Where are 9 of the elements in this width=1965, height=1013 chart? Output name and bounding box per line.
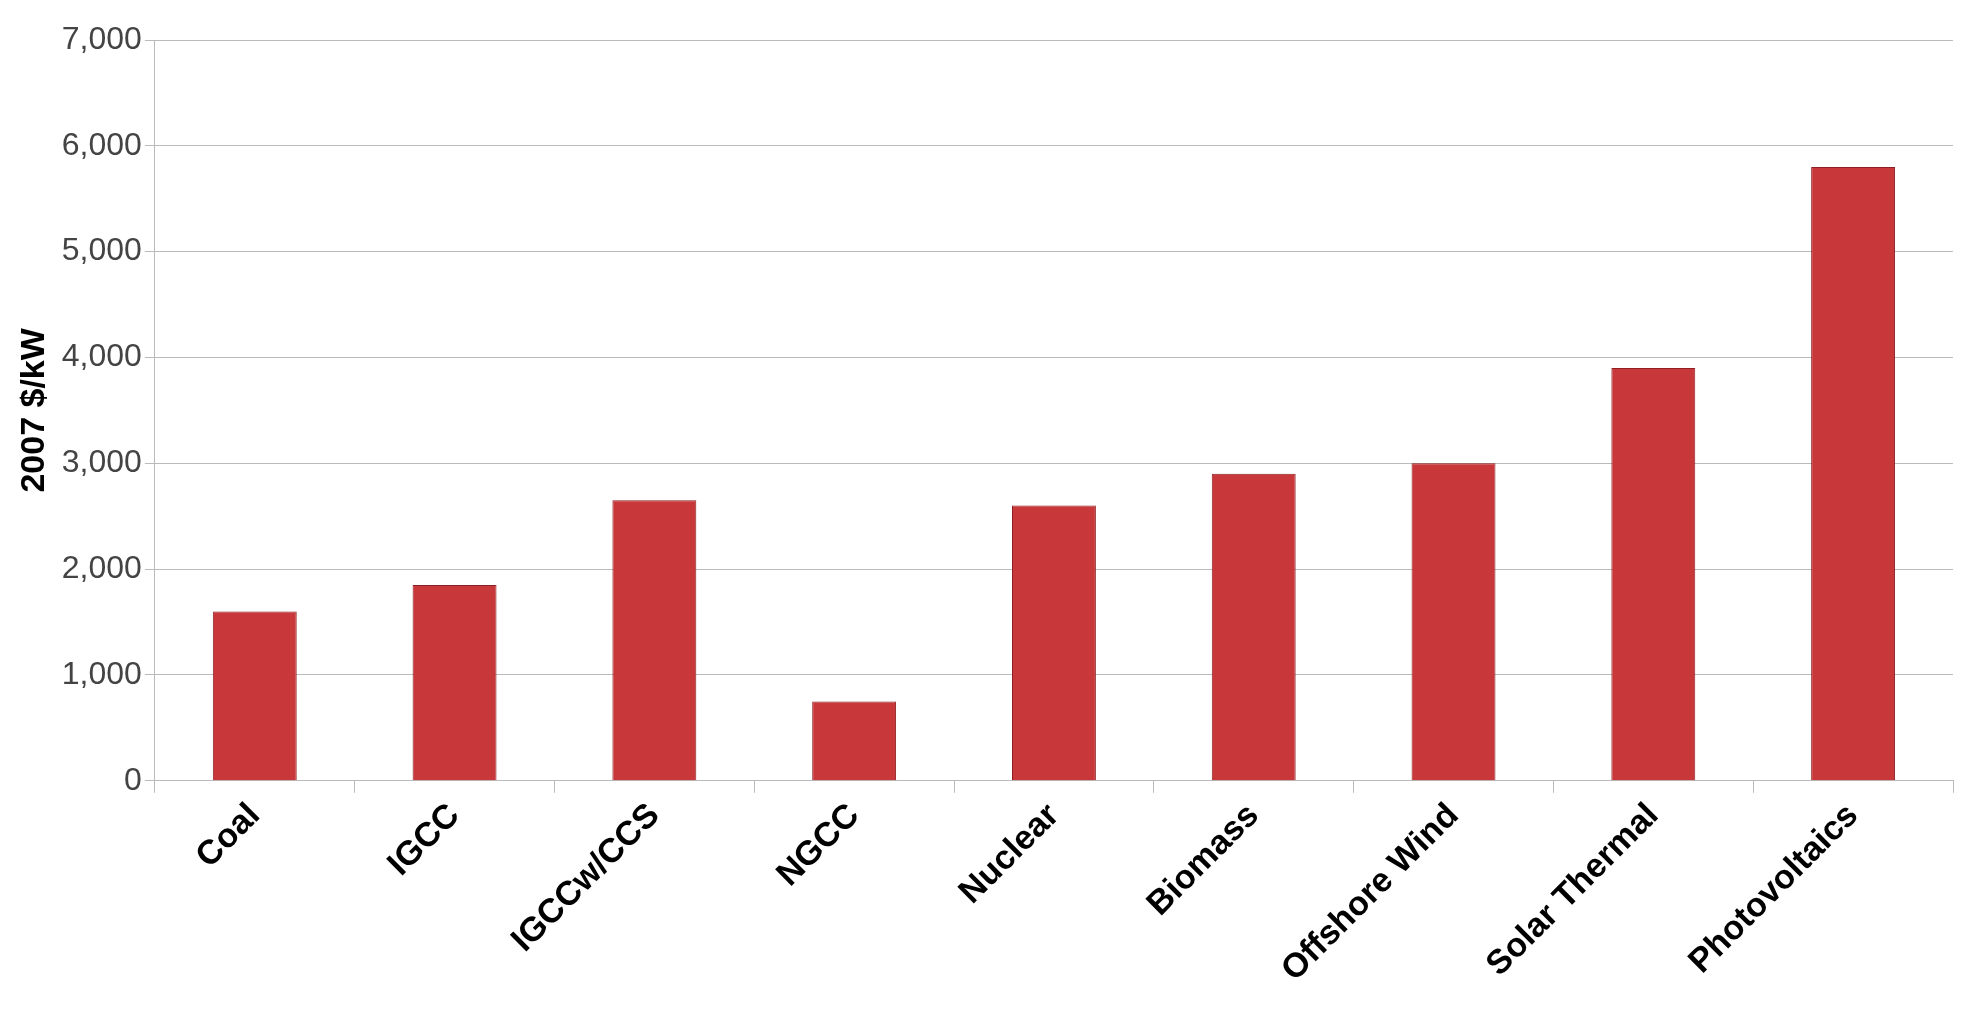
y-tick-label: 3,000	[61, 443, 142, 480]
y-axis-title: 2007 $/kW	[12, 327, 51, 493]
y-tick-label: 7,000	[61, 19, 142, 56]
y-tick-label: 6,000	[61, 125, 142, 162]
y-tick-label: 4,000	[61, 337, 142, 374]
y-tick-label: 2,000	[61, 548, 142, 585]
y-tick-label: 1,000	[61, 654, 142, 691]
y-tick-label: 0	[124, 760, 142, 797]
y-tick-label: 5,000	[61, 231, 142, 268]
